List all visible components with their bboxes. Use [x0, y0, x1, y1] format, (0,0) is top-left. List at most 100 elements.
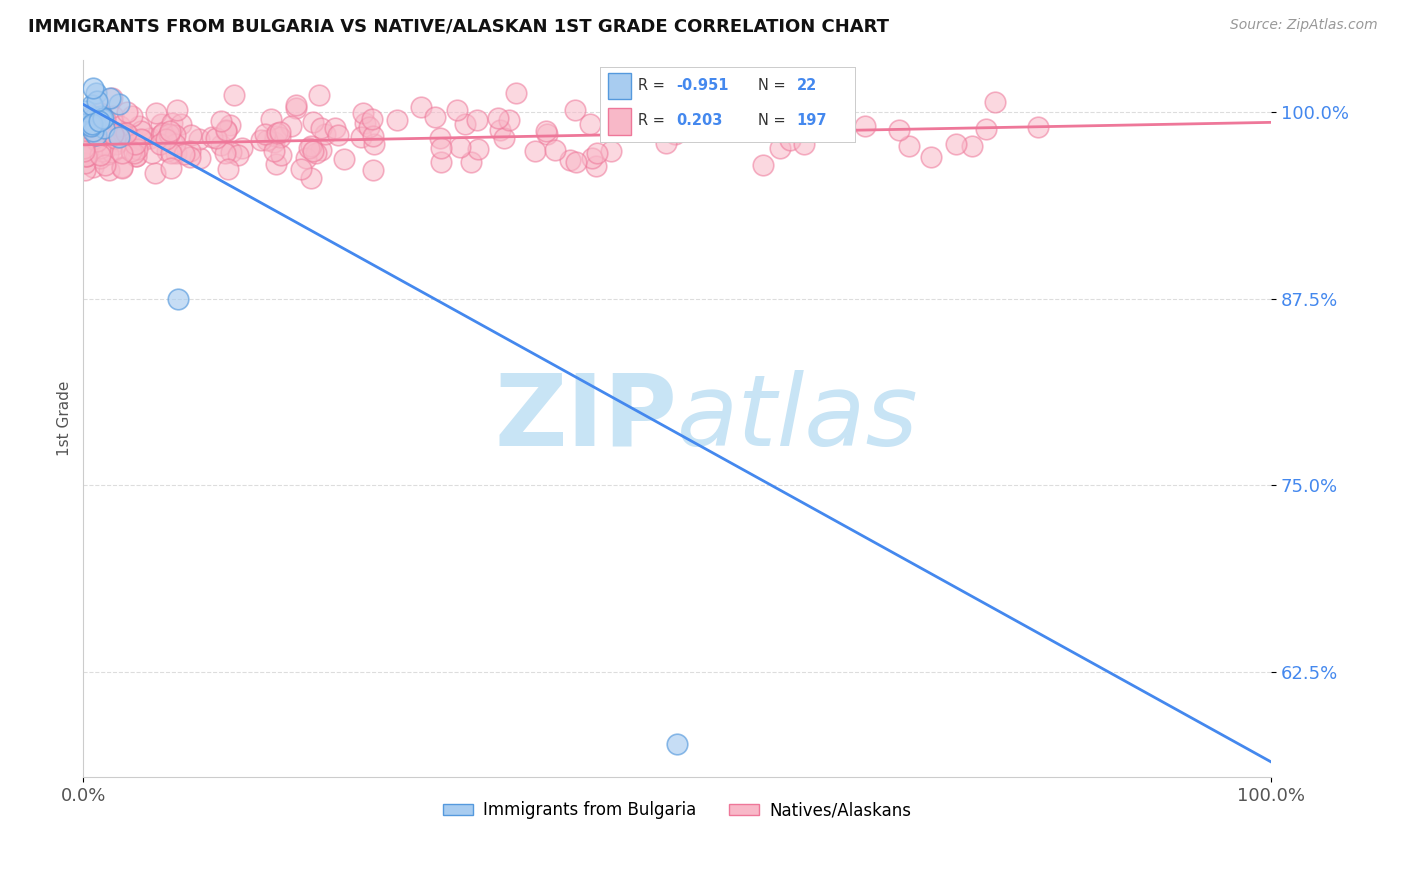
Point [738, 119, 761, 133]
Point [73, 141, 96, 155]
Point [361, 162, 384, 177]
Point [299, 170, 322, 185]
Point [735, 114, 758, 128]
Point [696, 105, 718, 120]
Point [94, 141, 117, 155]
Point [89, 105, 111, 120]
Point [163, 136, 186, 151]
Point [209, 113, 232, 128]
Point [460, 154, 482, 169]
Point [75, 163, 97, 178]
Point [83, 119, 105, 133]
Point [361, 112, 384, 127]
Point [266, 126, 288, 140]
Point [82, 124, 104, 138]
Legend: Immigrants from Bulgaria, Natives/Alaskans: Immigrants from Bulgaria, Natives/Alaska… [436, 795, 918, 826]
Point [655, 136, 678, 151]
Point [534, 124, 557, 138]
Point [120, 144, 142, 158]
Point [297, 141, 319, 155]
Point [80, 98, 103, 112]
Text: Source: ZipAtlas.com: Source: ZipAtlas.com [1230, 18, 1378, 32]
Point [323, 120, 346, 135]
Point [80, 119, 103, 133]
Point [97, 147, 120, 161]
Point [269, 130, 291, 145]
Point [101, 145, 124, 160]
Point [89, 148, 111, 162]
Point [709, 115, 731, 129]
Point [486, 111, 509, 125]
Point [160, 161, 183, 175]
Point [218, 118, 240, 132]
Point [112, 126, 135, 140]
Point [73, 121, 96, 136]
Point [697, 107, 720, 121]
Point [430, 155, 453, 169]
Point [121, 109, 143, 123]
Point [91, 144, 114, 158]
Point [285, 101, 308, 115]
Point [664, 128, 686, 142]
Point [89, 141, 111, 155]
Point [82, 117, 104, 131]
Point [72, 139, 94, 153]
Point [115, 127, 138, 141]
Point [108, 120, 131, 134]
Point [617, 87, 640, 101]
Point [125, 149, 148, 163]
Point [111, 145, 134, 160]
Point [411, 100, 433, 114]
Point [361, 129, 384, 144]
Point [128, 119, 150, 133]
Point [264, 157, 287, 171]
Point [122, 146, 145, 161]
Point [152, 126, 174, 140]
Point [110, 134, 132, 148]
Point [166, 103, 188, 117]
Point [585, 159, 607, 173]
Point [215, 124, 238, 138]
Point [82, 136, 104, 150]
Point [302, 144, 325, 158]
Point [98, 90, 121, 104]
Point [263, 128, 285, 143]
Point [73, 155, 96, 169]
Point [263, 135, 285, 149]
Point [86, 86, 108, 100]
Point [89, 152, 111, 166]
Point [363, 136, 385, 151]
Point [173, 147, 195, 161]
Point [498, 112, 520, 127]
Point [793, 137, 815, 152]
Point [125, 149, 148, 163]
Point [889, 123, 911, 137]
Point [465, 112, 488, 127]
Point [1026, 120, 1049, 135]
Point [385, 113, 408, 128]
Point [692, 122, 714, 136]
Point [226, 148, 249, 162]
Point [82, 81, 104, 95]
Point [73, 138, 96, 153]
Point [150, 118, 173, 132]
Point [308, 88, 330, 103]
Point [231, 141, 253, 155]
Point [111, 161, 134, 176]
Text: IMMIGRANTS FROM BULGARIA VS NATIVE/ALASKAN 1ST GRADE CORRELATION CHART: IMMIGRANTS FROM BULGARIA VS NATIVE/ALASK… [28, 18, 889, 36]
Point [73, 141, 96, 155]
Point [124, 133, 146, 147]
Point [163, 128, 186, 143]
Point [269, 125, 291, 139]
Point [215, 123, 238, 137]
Point [84, 110, 107, 124]
Point [249, 133, 271, 147]
Point [170, 117, 193, 131]
Point [354, 116, 377, 130]
Point [429, 130, 451, 145]
Point [101, 109, 124, 123]
Point [94, 112, 117, 126]
Point [75, 149, 97, 163]
Point [84, 118, 107, 132]
Point [111, 160, 134, 174]
